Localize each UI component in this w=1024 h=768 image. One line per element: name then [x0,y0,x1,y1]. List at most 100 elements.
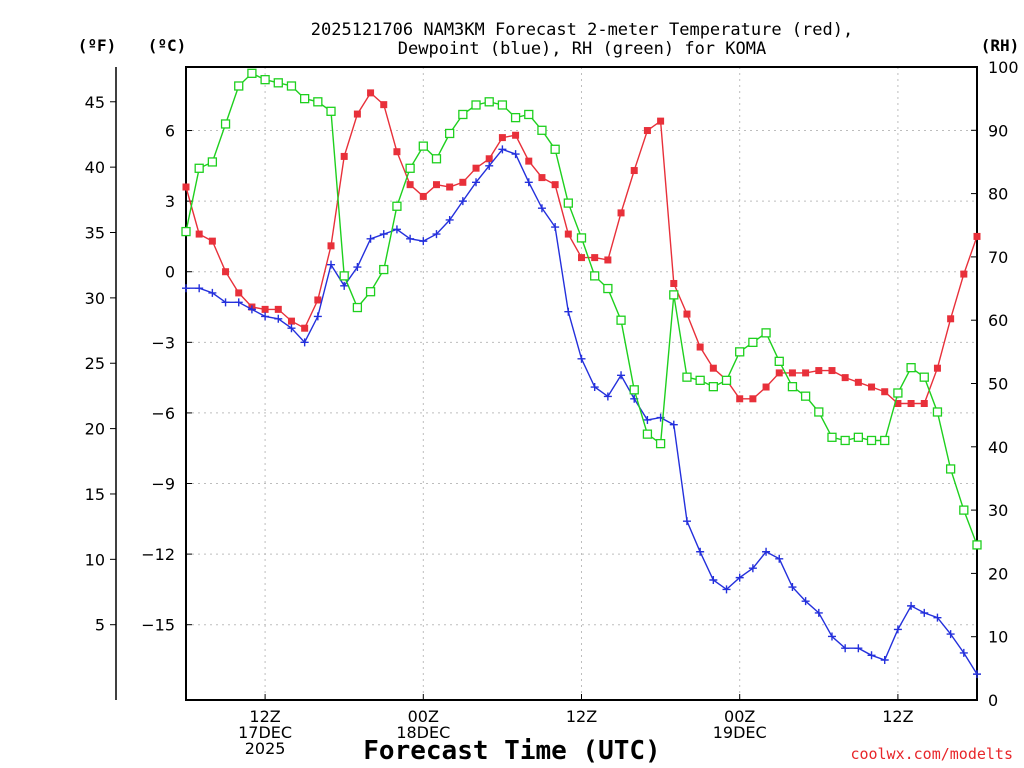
x-tick-label: 12Z [566,707,597,726]
celsius-axis-label: (ºC) [148,36,187,55]
dewpoint-point [511,150,520,159]
dewpoint-point [379,230,388,239]
dewpoint-point [458,197,467,206]
temperature-point [947,315,955,323]
celsius-tick-label: 6 [165,122,175,141]
temperature-point [182,183,190,191]
rh-point [181,226,191,237]
temperature-point [419,192,427,200]
rh-point [220,119,231,129]
dewpoint-point [814,608,823,617]
x-tick-label: 12Z [882,707,913,726]
rh-tick-label: 40 [988,438,1008,457]
temperature-point [353,110,361,118]
rh-point [590,271,600,281]
celsius-tick-label: 3 [165,192,175,211]
celsius-tick-label: −15 [141,616,175,635]
rh-point [550,144,560,154]
rh-point [655,438,666,449]
rh-tick-label: 100 [988,58,1019,77]
rh-point [800,391,811,401]
x-tick-label: 00Z [724,707,755,726]
rh-point [392,201,402,211]
temperature-point [736,395,744,403]
rh-point [880,435,890,446]
rh-tick-label: 80 [988,185,1008,204]
temperature-point [564,230,572,238]
rh-point [616,315,626,325]
temperature-point [907,400,915,408]
dewpoint-point [498,145,507,154]
rh-line [185,72,978,546]
temperature-point [525,157,533,165]
dewpoint-point [827,632,836,641]
temperature-point [960,270,968,278]
dewpoint-point [247,305,256,314]
temperature-point [406,181,414,189]
dewpoint-point [537,204,546,213]
rh-tick-label: 60 [988,311,1008,330]
temperature-point [380,101,388,109]
temperature-point [446,183,454,191]
rh-point [603,283,613,294]
rh-tick-label: 10 [988,628,1008,647]
temperature-point [512,131,520,139]
dewpoint-point [854,644,863,653]
rh-point [510,112,521,123]
temperature-point [314,296,322,304]
temperature-point [578,254,585,262]
dewpoint-point [432,230,441,239]
rh-point [194,163,204,173]
rh-point [932,407,943,417]
rh-point [906,363,916,373]
dewpoint-point [182,284,190,293]
dewpoint-point [893,625,902,634]
temperature-point [287,317,295,325]
rh-point [761,328,771,338]
rh-tick-label: 20 [988,564,1008,583]
dewpoint-point [788,583,797,592]
dewpoint-point [392,225,401,234]
fahrenheit-tick-label: 40 [85,158,105,177]
dewpoint-point [682,517,691,526]
x-tick-label: 17DEC [238,723,292,742]
chart-title-line-1: 2025121706 NAM3KM Forecast 2-meter Tempe… [311,20,853,40]
rh-point [774,356,784,366]
temperature-point [894,400,902,408]
dewpoint-point [366,234,375,243]
rh-series [181,68,982,550]
rh-point [418,141,428,151]
dewpoint-point [445,215,454,224]
temperature-point [340,152,348,160]
temperature-point [208,237,216,245]
dewpoint-point [907,601,916,610]
temperature-point [683,310,691,318]
dewpoint-point [524,178,533,187]
rh-tick-label: 50 [988,375,1008,394]
rh-point [405,163,415,173]
rh-point [471,100,481,110]
rh-point [445,128,455,139]
temperature-point [868,383,876,391]
rh-point [721,375,732,385]
rh-point [379,264,389,275]
rh-point [866,435,877,446]
celsius-tick-label: −12 [141,545,175,564]
temperature-point [498,134,506,142]
rh-point [260,75,270,85]
dewpoint-point [722,585,731,594]
temperature-point [617,209,625,217]
dewpoint-point [801,597,810,606]
rh-point [537,125,547,135]
temperature-point [920,400,928,408]
rh-point [708,382,718,392]
dewpoint-point [274,314,283,323]
dewpoint-point [564,307,573,316]
data-series [181,68,982,679]
temperature-point [261,305,269,313]
rh-point [840,435,850,446]
x-tick-label: 2025 [245,739,286,758]
dewpoint-point [419,237,428,246]
dewpoint-point [603,392,612,401]
temperature-point [762,383,770,391]
